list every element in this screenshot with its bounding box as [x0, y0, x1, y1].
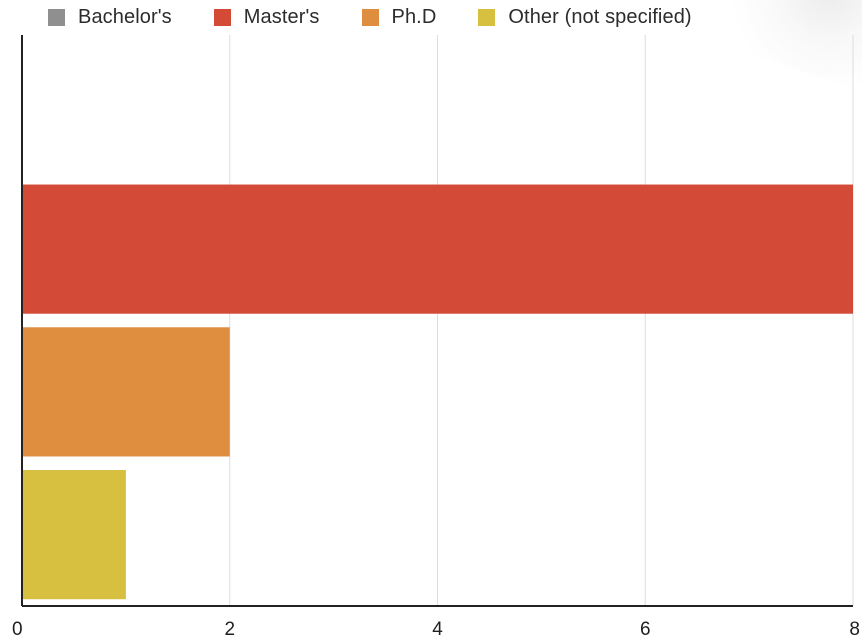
- legend-swatch-bachelors: [48, 9, 65, 26]
- legend-label-phd: Ph.D: [391, 6, 437, 28]
- legend-swatch-masters: [213, 9, 231, 26]
- legend-label-other: Other (not specified): [508, 6, 692, 28]
- legend-item-bachelors: Bachelor's: [48, 6, 172, 29]
- x-tick-label-2: 2: [224, 619, 235, 640]
- legend-item-masters: Master's: [213, 6, 320, 29]
- axes: [21, 35, 853, 607]
- bars: [22, 184, 853, 600]
- legend-label-masters: Master's: [243, 6, 320, 28]
- tick-labels: 0 2 4 6 8: [12, 619, 860, 640]
- x-tick-label-8: 8: [849, 619, 860, 640]
- legend-label-bachelors: Bachelor's: [78, 6, 172, 28]
- legend-item-phd: Ph.D: [361, 6, 437, 29]
- bar-other: [22, 470, 126, 600]
- x-tick-label-4: 4: [432, 619, 443, 640]
- legend-swatch-phd: [361, 9, 379, 26]
- legend-swatch-other: [478, 9, 496, 26]
- bar-phd: [22, 327, 230, 457]
- legend-item-other: Other (not specified): [478, 6, 692, 29]
- x-tick-label-0: 0: [12, 619, 23, 640]
- bar-masters: [22, 184, 853, 314]
- chart-legend: Bachelor's Master's Ph.D Other (not spec…: [48, 6, 692, 29]
- gridlines: [229, 35, 854, 606]
- x-tick-label-6: 6: [640, 619, 651, 640]
